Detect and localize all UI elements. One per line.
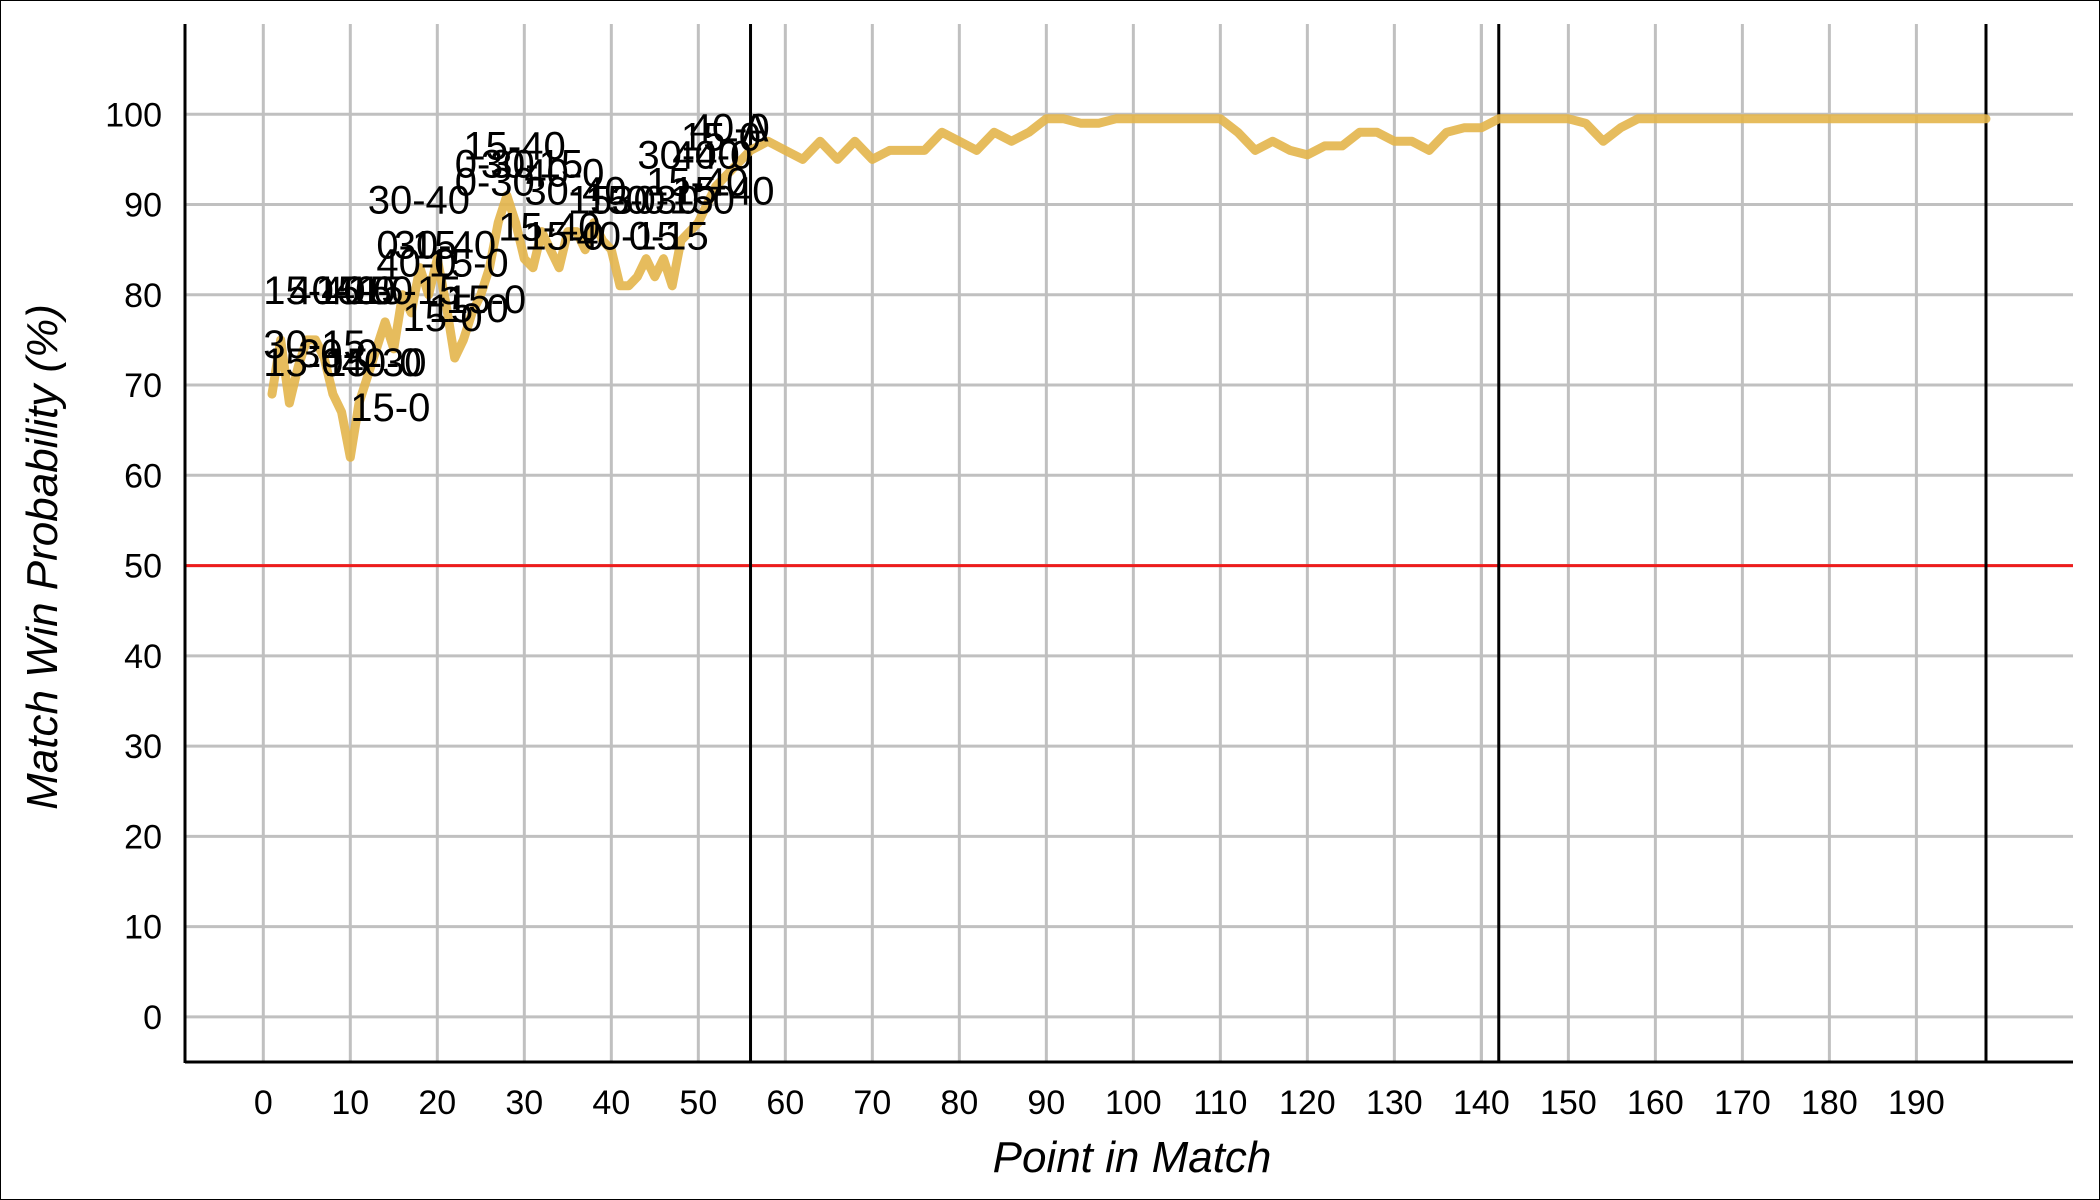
x-tick-labels: 0 10 20 30 40 50 60 70 80 90 100 110 120 130 140 150 160… — [254, 1084, 1945, 1122]
annotation-label: 15-40 — [463, 124, 565, 168]
axes — [183, 24, 2073, 1064]
y-tick-label: 40 — [124, 638, 162, 676]
annotation-label: 30-15 — [481, 142, 583, 186]
y-tick-label: 70 — [124, 367, 162, 405]
series-line-0 — [267, 114, 1991, 462]
x-tick-label: 190 — [1888, 1084, 1945, 1122]
annotation-label: 30-40 — [637, 133, 739, 177]
annotation-label: A — [742, 106, 769, 150]
annotation-label: 30-40 — [394, 224, 496, 268]
annotation-label: 40-0 — [690, 106, 770, 150]
x-tick-label: 110 — [1193, 1084, 1247, 1122]
annotation-label: 15-0 — [568, 179, 648, 223]
y-tick-label: 0 — [143, 999, 162, 1037]
annotation-label: 0-30 — [455, 142, 535, 186]
annotation-label: 15-40 — [498, 206, 600, 250]
x-tick-label: 180 — [1801, 1084, 1858, 1122]
x-tick-label: 30 — [505, 1084, 543, 1122]
x-tick-label: 100 — [1105, 1084, 1162, 1122]
y-tick-label: 20 — [124, 818, 162, 856]
annotation-label: 40-0 — [333, 269, 413, 313]
x-tick-label: 0 — [254, 1084, 273, 1122]
annotation-label: 0-15 — [376, 224, 456, 268]
annotation-label: 15-40 — [646, 160, 748, 204]
annotation-label: 15-0 — [263, 341, 343, 385]
x-tick-label: 50 — [679, 1084, 717, 1122]
y-tick-labels: 0 10 20 30 40 50 60 70 80 90 100 — [105, 96, 162, 1037]
x-tick-label: 20 — [418, 1084, 456, 1122]
y-tick-label: 60 — [124, 457, 162, 495]
annotation-label: 15-0 — [429, 287, 509, 331]
y-tick-label: 90 — [124, 187, 162, 225]
annotation-label: 15-15 — [359, 269, 461, 313]
score-annotations: 15-015-4040-1515-040-015-1530-1515-030-0… — [263, 106, 774, 430]
annotation-label: 30-0 — [298, 332, 378, 376]
annotation-label: 40-15 — [289, 269, 391, 313]
annotation-label: 40-0 — [376, 242, 456, 286]
annotation-label: 40-15 — [577, 215, 679, 259]
annotation-label: 30-40 — [368, 179, 470, 223]
x-tick-label: 70 — [853, 1084, 891, 1122]
y-axis-label: Match Win Probability (%) — [18, 304, 67, 810]
x-tick-label: 130 — [1366, 1084, 1423, 1122]
annotation-label: 40-0 — [672, 133, 752, 177]
annotation-label: 40-0 — [342, 341, 422, 385]
annotation-label: 0-30 — [455, 160, 535, 204]
annotation-label: 15-0 — [446, 278, 526, 322]
annotation-label: 15-0 — [316, 269, 396, 313]
x-tick-label: 150 — [1540, 1084, 1597, 1122]
x-tick-label: 170 — [1714, 1084, 1771, 1122]
annotation-label: 15-0 — [350, 386, 430, 430]
annotation-label: 15-0 — [524, 215, 604, 259]
series-layer — [267, 114, 1991, 462]
x-tick-label: 120 — [1279, 1084, 1336, 1122]
set-boundary-lines — [749, 24, 1988, 1062]
annotation-label: 15-40 — [263, 269, 365, 313]
x-tick-label: 90 — [1027, 1084, 1065, 1122]
annotation-label: 30-15 — [263, 323, 365, 367]
y-tick-label: 50 — [124, 548, 162, 586]
annotation-label: 15-30 — [324, 341, 426, 385]
y-tick-label: 80 — [124, 277, 162, 315]
x-tick-label: 80 — [940, 1084, 978, 1122]
annotation-label: 15-0 — [403, 296, 483, 340]
x-tick-label: 160 — [1627, 1084, 1684, 1122]
annotation-label: 30-0 — [655, 179, 735, 223]
annotation-label: 40-0 — [524, 151, 604, 195]
annotation-label: 15-40 — [672, 170, 774, 214]
annotation-label: 15-0 — [429, 242, 509, 286]
x-tick-label: 140 — [1453, 1084, 1510, 1122]
x-tick-label: 10 — [331, 1084, 369, 1122]
horizontal-gridlines — [185, 112, 2073, 1019]
annotation-label: 15-0 — [585, 179, 665, 223]
y-tick-label: 10 — [124, 909, 162, 947]
annotation-label: 0-15 — [629, 215, 709, 259]
y-tick-label: 30 — [124, 728, 162, 766]
x-tick-label: 40 — [592, 1084, 630, 1122]
x-tick-label: 60 — [766, 1084, 804, 1122]
y-tick-label: 100 — [105, 96, 162, 134]
annotation-label: 30-15 — [611, 179, 713, 223]
annotation-label: 30-40 — [524, 170, 626, 214]
x-axis-label: Point in Match — [993, 1133, 1272, 1182]
annotation-label: 15-0 — [681, 115, 761, 159]
vertical-gridlines — [261, 24, 1918, 1062]
